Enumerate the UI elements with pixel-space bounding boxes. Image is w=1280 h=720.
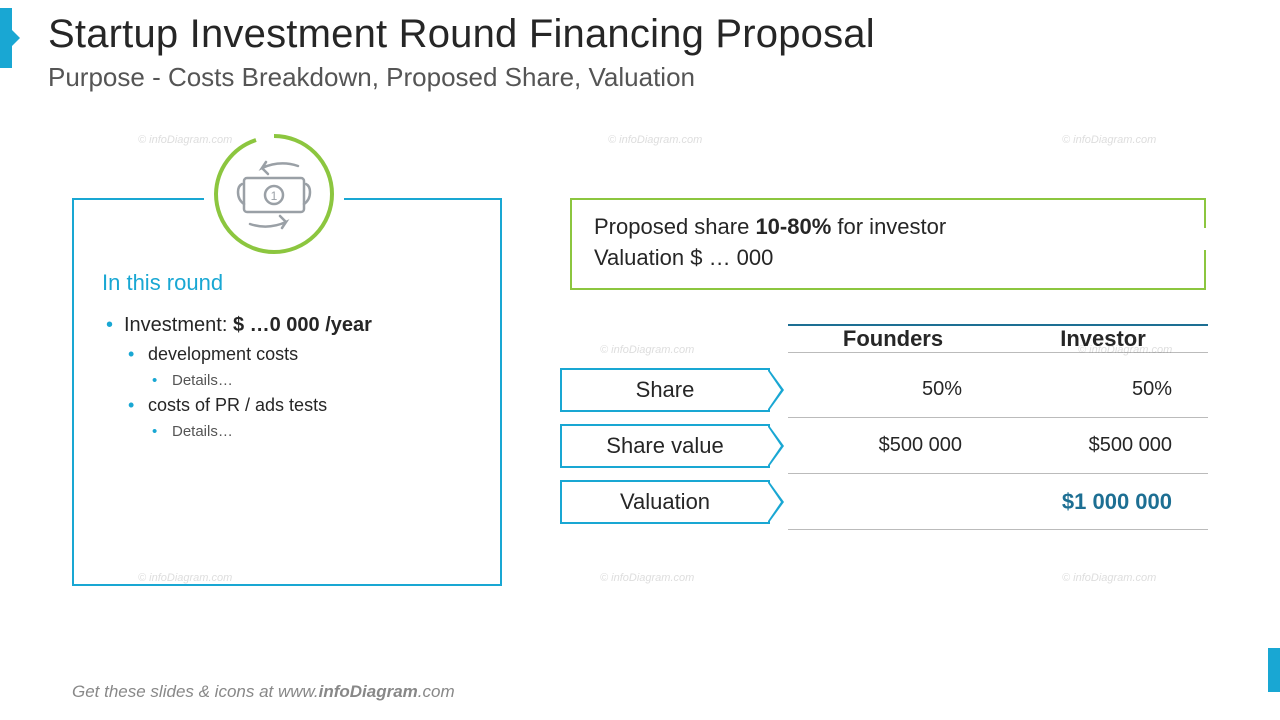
row-label-sharevalue: Share value (560, 424, 770, 468)
proposed-share-line1: Proposed share 10-80% for investor (594, 212, 1182, 243)
list-item: Investment: $ …0 000 /year development c… (102, 310, 474, 443)
table-cell: 50% (788, 362, 998, 418)
slide-subtitle: Purpose - Costs Breakdown, Proposed Shar… (48, 62, 695, 93)
proposed-share-line2: Valuation $ … 000 (594, 243, 1182, 274)
left-panel-heading: In this round (102, 270, 474, 296)
table-header: Investor (998, 324, 1208, 353)
table-row: Share 50% 50% (560, 362, 1208, 418)
list-item: development costs Details… (124, 341, 474, 392)
row-label-share: Share (560, 368, 770, 412)
accent-bar-left (0, 8, 12, 68)
valuation-table: Founders Investor Share 50% 50% Share va… (560, 314, 1208, 530)
watermark: © infoDiagram.com (600, 572, 694, 584)
list-item: Details… (148, 369, 474, 392)
accent-bar-right (1268, 648, 1280, 692)
left-panel-list: Investment: $ …0 000 /year development c… (102, 310, 474, 443)
table-row: Share value $500 000 $500 000 (560, 418, 1208, 474)
table-row-valuation: Valuation $1 000 000 (560, 474, 1208, 530)
svg-text:1: 1 (271, 189, 278, 203)
list-item: Details… (148, 420, 474, 443)
proposed-share-box: Proposed share 10-80% for investor Valua… (570, 198, 1206, 290)
table-header-row: Founders Investor (560, 314, 1208, 362)
list-item: costs of PR / ads tests Details… (124, 392, 474, 443)
table-cell: 50% (998, 362, 1208, 418)
watermark: © infoDiagram.com (1062, 572, 1156, 584)
watermark: © infoDiagram.com (608, 134, 702, 146)
watermark: © infoDiagram.com (1062, 134, 1156, 146)
footer-text: Get these slides & icons at www.infoDiag… (72, 682, 455, 702)
row-label-valuation: Valuation (560, 480, 770, 524)
table-header: Founders (788, 324, 998, 353)
table-cell-valuation: $1 000 000 (788, 474, 1208, 530)
slide-title: Startup Investment Round Financing Propo… (48, 12, 875, 57)
table-cell: $500 000 (998, 418, 1208, 474)
table-cell: $500 000 (788, 418, 998, 474)
money-cycle-icon: 1 (204, 124, 344, 264)
